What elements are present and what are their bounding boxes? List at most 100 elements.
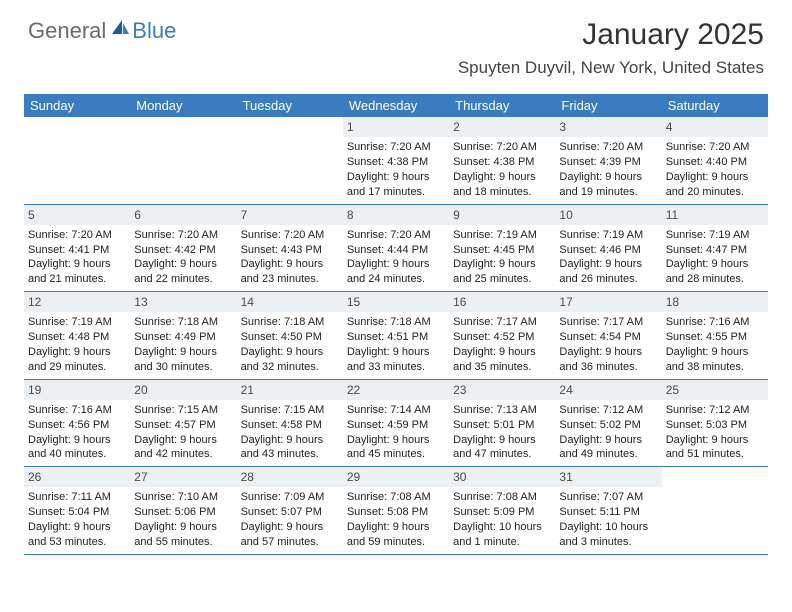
calendar-cell <box>237 117 343 204</box>
sunset-line: Sunset: 4:56 PM <box>28 418 126 433</box>
day-number: 3 <box>555 117 661 137</box>
sunrise-line: Sunrise: 7:12 AM <box>559 403 657 418</box>
month-title: January 2025 <box>458 18 764 52</box>
daylight-line: Daylight: 9 hours and 28 minutes. <box>666 257 764 287</box>
logo-text-blue: Blue <box>132 18 176 44</box>
sunset-line: Sunset: 4:47 PM <box>666 243 764 258</box>
sunset-line: Sunset: 4:57 PM <box>134 418 232 433</box>
calendar-week-row: 26Sunrise: 7:11 AMSunset: 5:04 PMDayligh… <box>24 467 768 555</box>
sunset-line: Sunset: 4:45 PM <box>453 243 551 258</box>
sunset-line: Sunset: 4:48 PM <box>28 330 126 345</box>
daylight-line: Daylight: 9 hours and 25 minutes. <box>453 257 551 287</box>
day-number: 9 <box>449 205 555 225</box>
sunset-line: Sunset: 5:09 PM <box>453 505 551 520</box>
day-number: 22 <box>343 380 449 400</box>
day-number: 20 <box>130 380 236 400</box>
daylight-line: Daylight: 10 hours and 1 minute. <box>453 520 551 550</box>
calendar-cell: 20Sunrise: 7:15 AMSunset: 4:57 PMDayligh… <box>130 380 236 467</box>
calendar-cell: 2Sunrise: 7:20 AMSunset: 4:38 PMDaylight… <box>449 117 555 204</box>
sunrise-line: Sunrise: 7:20 AM <box>666 140 764 155</box>
calendar-week-row: 12Sunrise: 7:19 AMSunset: 4:48 PMDayligh… <box>24 292 768 380</box>
daylight-line: Daylight: 9 hours and 53 minutes. <box>28 520 126 550</box>
calendar-cell: 6Sunrise: 7:20 AMSunset: 4:42 PMDaylight… <box>130 205 236 292</box>
page-header: General Blue January 2025 Spuyten Duyvil… <box>0 0 792 86</box>
sunrise-line: Sunrise: 7:17 AM <box>453 315 551 330</box>
sunset-line: Sunset: 4:58 PM <box>241 418 339 433</box>
calendar-cell: 31Sunrise: 7:07 AMSunset: 5:11 PMDayligh… <box>555 467 661 554</box>
day-number: 1 <box>343 117 449 137</box>
day-number: 23 <box>449 380 555 400</box>
day-number: 18 <box>662 292 768 312</box>
day-number: 11 <box>662 205 768 225</box>
sunrise-line: Sunrise: 7:20 AM <box>28 228 126 243</box>
day-number: 29 <box>343 467 449 487</box>
daylight-line: Daylight: 9 hours and 35 minutes. <box>453 345 551 375</box>
day-number: 2 <box>449 117 555 137</box>
calendar-cell: 12Sunrise: 7:19 AMSunset: 4:48 PMDayligh… <box>24 292 130 379</box>
daylight-line: Daylight: 9 hours and 40 minutes. <box>28 433 126 463</box>
calendar-grid: 1Sunrise: 7:20 AMSunset: 4:38 PMDaylight… <box>24 117 768 555</box>
sunset-line: Sunset: 4:44 PM <box>347 243 445 258</box>
weekday-header-row: Sunday Monday Tuesday Wednesday Thursday… <box>24 94 768 117</box>
daylight-line: Daylight: 9 hours and 20 minutes. <box>666 170 764 200</box>
sunrise-line: Sunrise: 7:13 AM <box>453 403 551 418</box>
calendar-cell: 27Sunrise: 7:10 AMSunset: 5:06 PMDayligh… <box>130 467 236 554</box>
calendar-cell: 3Sunrise: 7:20 AMSunset: 4:39 PMDaylight… <box>555 117 661 204</box>
daylight-line: Daylight: 9 hours and 18 minutes. <box>453 170 551 200</box>
calendar-cell: 30Sunrise: 7:08 AMSunset: 5:09 PMDayligh… <box>449 467 555 554</box>
sunrise-line: Sunrise: 7:20 AM <box>453 140 551 155</box>
sunrise-line: Sunrise: 7:20 AM <box>241 228 339 243</box>
sunset-line: Sunset: 4:51 PM <box>347 330 445 345</box>
daylight-line: Daylight: 9 hours and 21 minutes. <box>28 257 126 287</box>
logo-sail-icon <box>110 18 130 41</box>
daylight-line: Daylight: 9 hours and 45 minutes. <box>347 433 445 463</box>
daylight-line: Daylight: 9 hours and 33 minutes. <box>347 345 445 375</box>
calendar-cell: 14Sunrise: 7:18 AMSunset: 4:50 PMDayligh… <box>237 292 343 379</box>
day-number: 8 <box>343 205 449 225</box>
sunrise-line: Sunrise: 7:18 AM <box>134 315 232 330</box>
location-subtitle: Spuyten Duyvil, New York, United States <box>458 58 764 78</box>
day-number: 27 <box>130 467 236 487</box>
calendar-cell: 25Sunrise: 7:12 AMSunset: 5:03 PMDayligh… <box>662 380 768 467</box>
daylight-line: Daylight: 9 hours and 29 minutes. <box>28 345 126 375</box>
sunrise-line: Sunrise: 7:10 AM <box>134 490 232 505</box>
calendar-cell: 19Sunrise: 7:16 AMSunset: 4:56 PMDayligh… <box>24 380 130 467</box>
daylight-line: Daylight: 9 hours and 59 minutes. <box>347 520 445 550</box>
sunset-line: Sunset: 4:49 PM <box>134 330 232 345</box>
day-number: 25 <box>662 380 768 400</box>
day-number: 21 <box>237 380 343 400</box>
daylight-line: Daylight: 9 hours and 17 minutes. <box>347 170 445 200</box>
daylight-line: Daylight: 9 hours and 23 minutes. <box>241 257 339 287</box>
sunset-line: Sunset: 4:42 PM <box>134 243 232 258</box>
sunset-line: Sunset: 5:01 PM <box>453 418 551 433</box>
day-number: 17 <box>555 292 661 312</box>
daylight-line: Daylight: 9 hours and 43 minutes. <box>241 433 339 463</box>
daylight-line: Daylight: 10 hours and 3 minutes. <box>559 520 657 550</box>
sunset-line: Sunset: 4:46 PM <box>559 243 657 258</box>
sunset-line: Sunset: 5:08 PM <box>347 505 445 520</box>
calendar-cell: 1Sunrise: 7:20 AMSunset: 4:38 PMDaylight… <box>343 117 449 204</box>
calendar-cell: 29Sunrise: 7:08 AMSunset: 5:08 PMDayligh… <box>343 467 449 554</box>
daylight-line: Daylight: 9 hours and 57 minutes. <box>241 520 339 550</box>
sunset-line: Sunset: 4:50 PM <box>241 330 339 345</box>
day-number: 5 <box>24 205 130 225</box>
calendar-cell: 17Sunrise: 7:17 AMSunset: 4:54 PMDayligh… <box>555 292 661 379</box>
sunrise-line: Sunrise: 7:12 AM <box>666 403 764 418</box>
sunrise-line: Sunrise: 7:20 AM <box>134 228 232 243</box>
day-number: 13 <box>130 292 236 312</box>
weekday-header: Friday <box>555 94 661 117</box>
daylight-line: Daylight: 9 hours and 24 minutes. <box>347 257 445 287</box>
calendar-cell: 4Sunrise: 7:20 AMSunset: 4:40 PMDaylight… <box>662 117 768 204</box>
day-number: 19 <box>24 380 130 400</box>
day-number: 16 <box>449 292 555 312</box>
daylight-line: Daylight: 9 hours and 32 minutes. <box>241 345 339 375</box>
day-number: 26 <box>24 467 130 487</box>
title-block: January 2025 Spuyten Duyvil, New York, U… <box>458 18 764 78</box>
daylight-line: Daylight: 9 hours and 38 minutes. <box>666 345 764 375</box>
sunrise-line: Sunrise: 7:07 AM <box>559 490 657 505</box>
sunrise-line: Sunrise: 7:09 AM <box>241 490 339 505</box>
calendar-week-row: 1Sunrise: 7:20 AMSunset: 4:38 PMDaylight… <box>24 117 768 205</box>
sunrise-line: Sunrise: 7:19 AM <box>453 228 551 243</box>
sunrise-line: Sunrise: 7:14 AM <box>347 403 445 418</box>
sunset-line: Sunset: 5:11 PM <box>559 505 657 520</box>
